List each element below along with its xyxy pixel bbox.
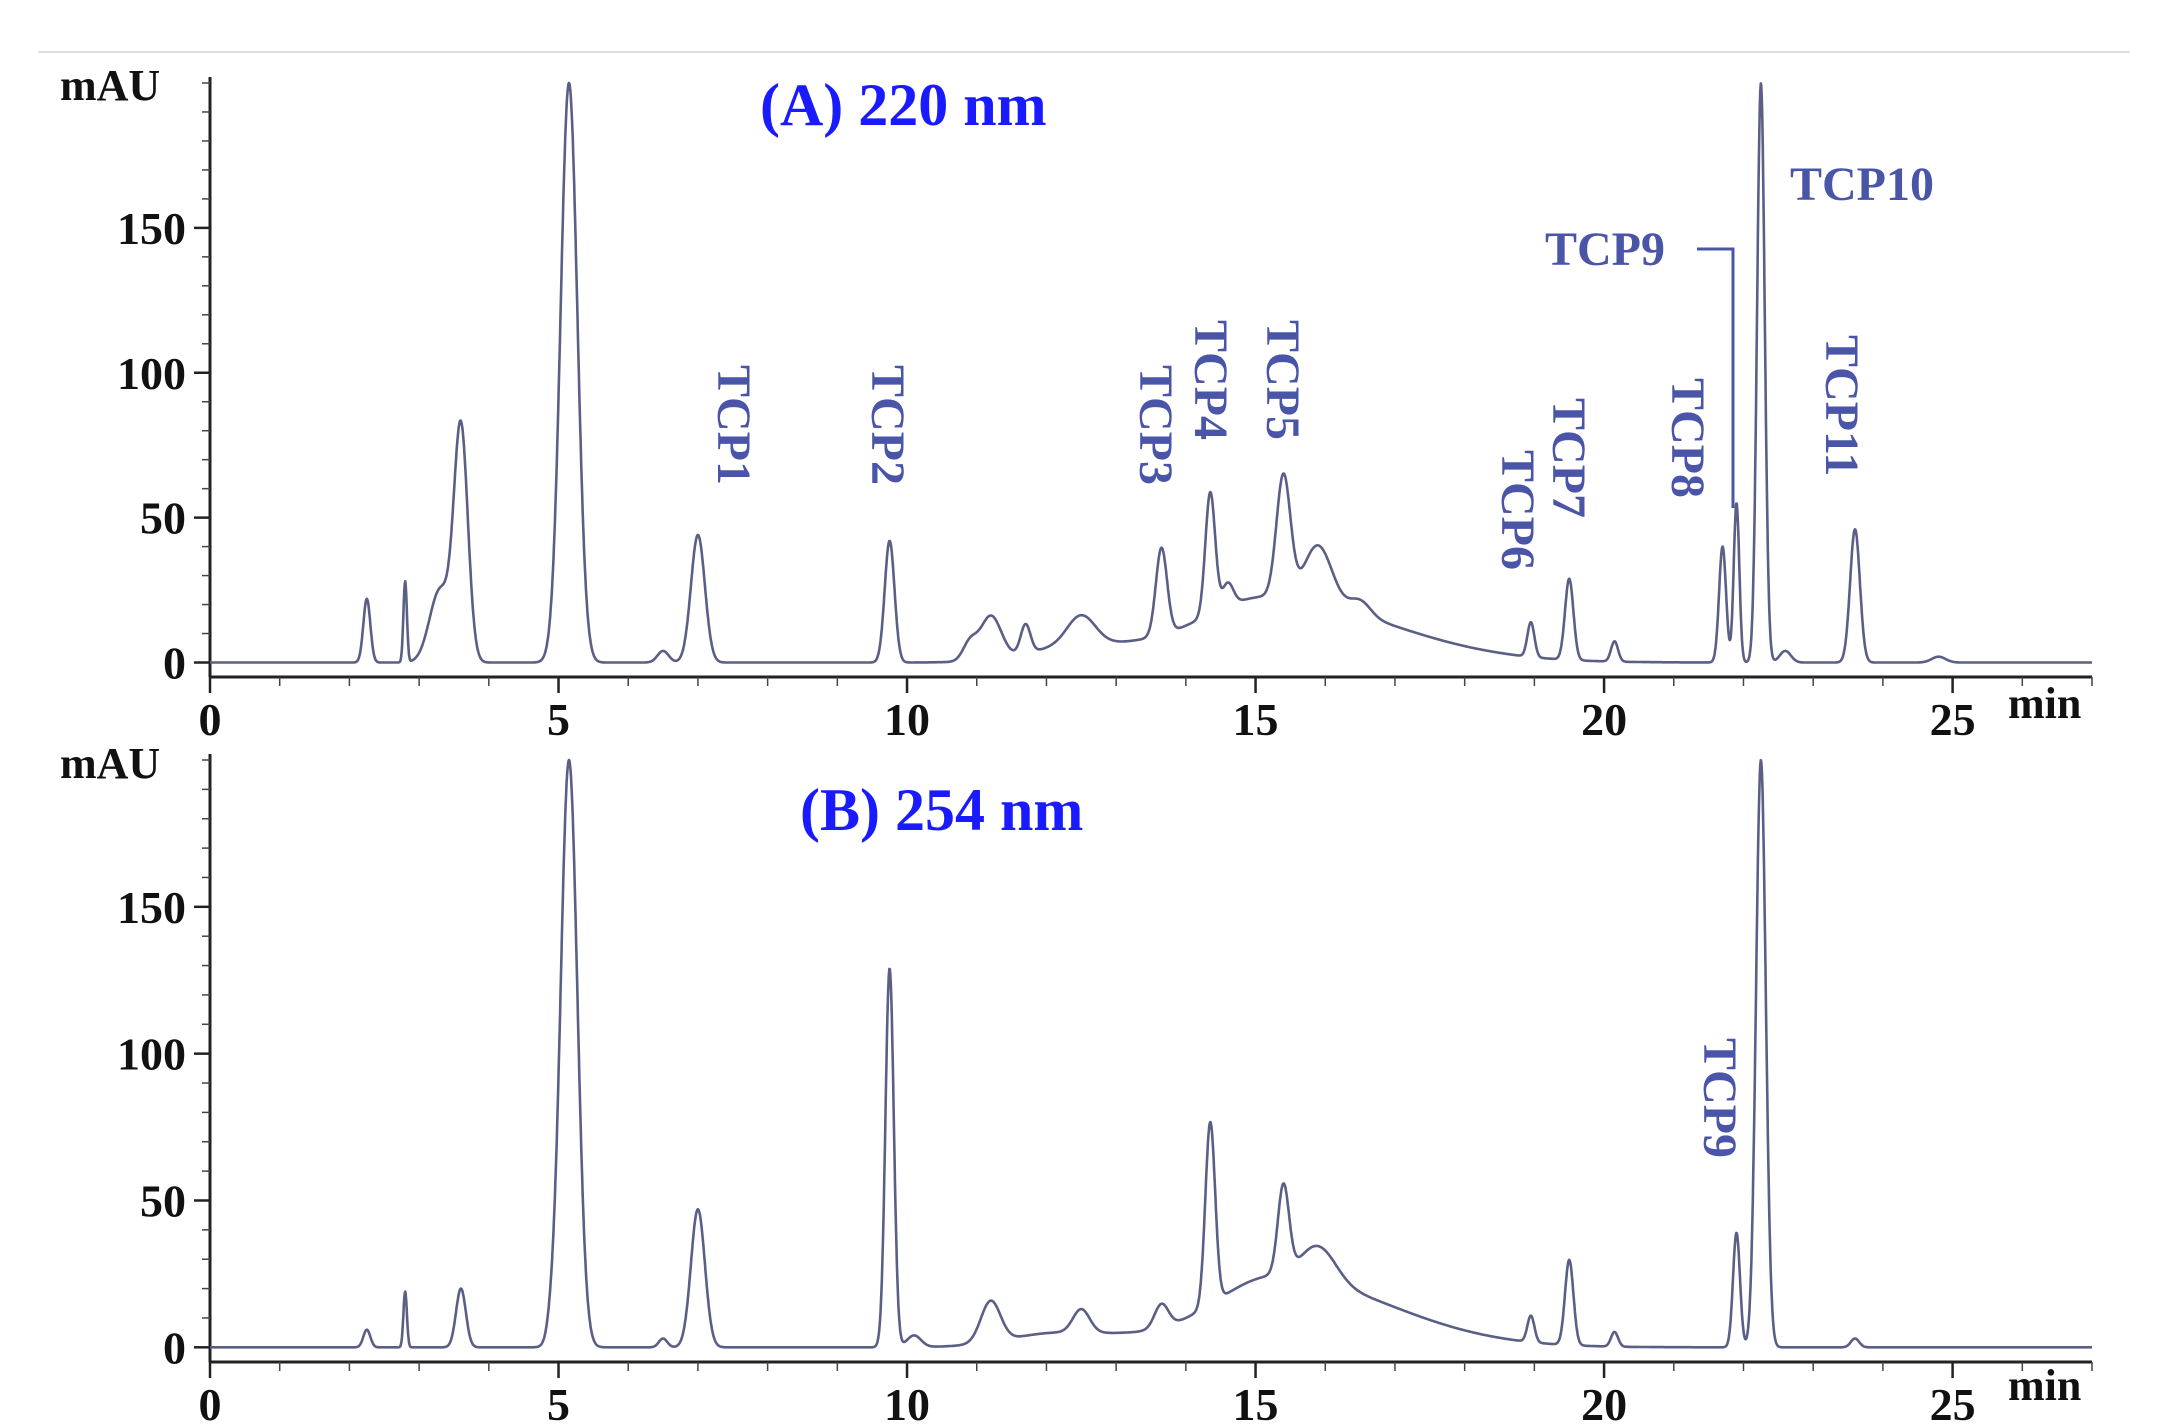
panel-a-x-axis-label: min (2008, 679, 2081, 728)
peak-label-tcp11: TCP11 (1815, 335, 1868, 476)
tcp9-leader-line (1697, 247, 1735, 508)
panel-b-y-tick-label-50: 50 (140, 1175, 186, 1226)
panel-a-x-tick-label-20: 20 (1581, 694, 1627, 745)
panel-a-x-tick-label-25: 25 (1930, 694, 1976, 745)
panel-b-title: (B) 254 nm (800, 777, 1083, 843)
panel-b-x-axis-label: min (2008, 1361, 2081, 1410)
panel-b-x-tick-label-15: 15 (1233, 1379, 1279, 1428)
peak-label-tcp9-b: TCP9 (1693, 1038, 1746, 1158)
peak-label-tcp6: TCP6 (1491, 450, 1544, 570)
panel-b-x-tick-label-0: 0 (199, 1379, 222, 1428)
peak-label-tcp8: TCP8 (1661, 378, 1714, 498)
panel-a-x-tick-label-10: 10 (884, 694, 930, 745)
panel-b-chromatogram-trace (209, 758, 2093, 1349)
panel-a-220nm: (A) 220 nm mAU min 0 5 10 15 20 25 0 50 100 150 T… (60, 61, 2093, 745)
peak-label-tcp2: TCP2 (861, 365, 914, 485)
panel-b-peak-labels: TCP9 (1693, 1038, 1746, 1158)
peak-label-tcp3: TCP3 (1129, 365, 1182, 485)
panel-b-x-tick-label-25: 25 (1930, 1379, 1976, 1428)
panel-a-title: (A) 220 nm (760, 72, 1047, 138)
panel-a-y-tick-label-0: 0 (163, 638, 186, 689)
panel-a-x-tick-label-15: 15 (1233, 694, 1279, 745)
panel-a-y-axis-label: mAU (60, 61, 160, 110)
panel-b-y-tick-label-100: 100 (117, 1029, 186, 1080)
panel-b-x-tick-label-5: 5 (547, 1379, 570, 1428)
peak-label-tcp9: TCP9 (1545, 223, 1665, 276)
panel-b-y-tick-label-0: 0 (163, 1322, 186, 1373)
panel-b-x-tick-label-10: 10 (884, 1379, 930, 1428)
peak-label-tcp10: TCP10 (1790, 158, 1934, 211)
panel-b-254nm: (B) 254 nm mAU min 0 5 10 15 20 25 0 50 100 150 T… (60, 739, 2093, 1428)
panel-b-x-tick-label-20: 20 (1581, 1379, 1627, 1428)
panel-a-y-tick-label-150: 150 (117, 203, 186, 254)
panel-b-y-axis-label: mAU (60, 739, 160, 788)
panel-a-peak-labels: TCP1 TCP2 TCP3 TCP4 TCP5 TCP6 TCP7 TCP8 … (707, 158, 1934, 570)
panel-b-y-tick-label-150: 150 (117, 882, 186, 933)
peak-label-tcp4: TCP4 (1184, 320, 1237, 440)
panel-a-y-tick-label-50: 50 (140, 493, 186, 544)
panel-a-y-tick-label-100: 100 (117, 348, 186, 399)
peak-label-tcp7: TCP7 (1542, 398, 1595, 518)
panel-a-x-tick-label-0: 0 (199, 694, 222, 745)
peak-label-tcp1: TCP1 (707, 365, 760, 485)
peak-label-tcp5: TCP5 (1256, 320, 1309, 440)
panel-a-chromatogram-trace (209, 81, 2093, 664)
panel-a-x-tick-label-5: 5 (547, 694, 570, 745)
